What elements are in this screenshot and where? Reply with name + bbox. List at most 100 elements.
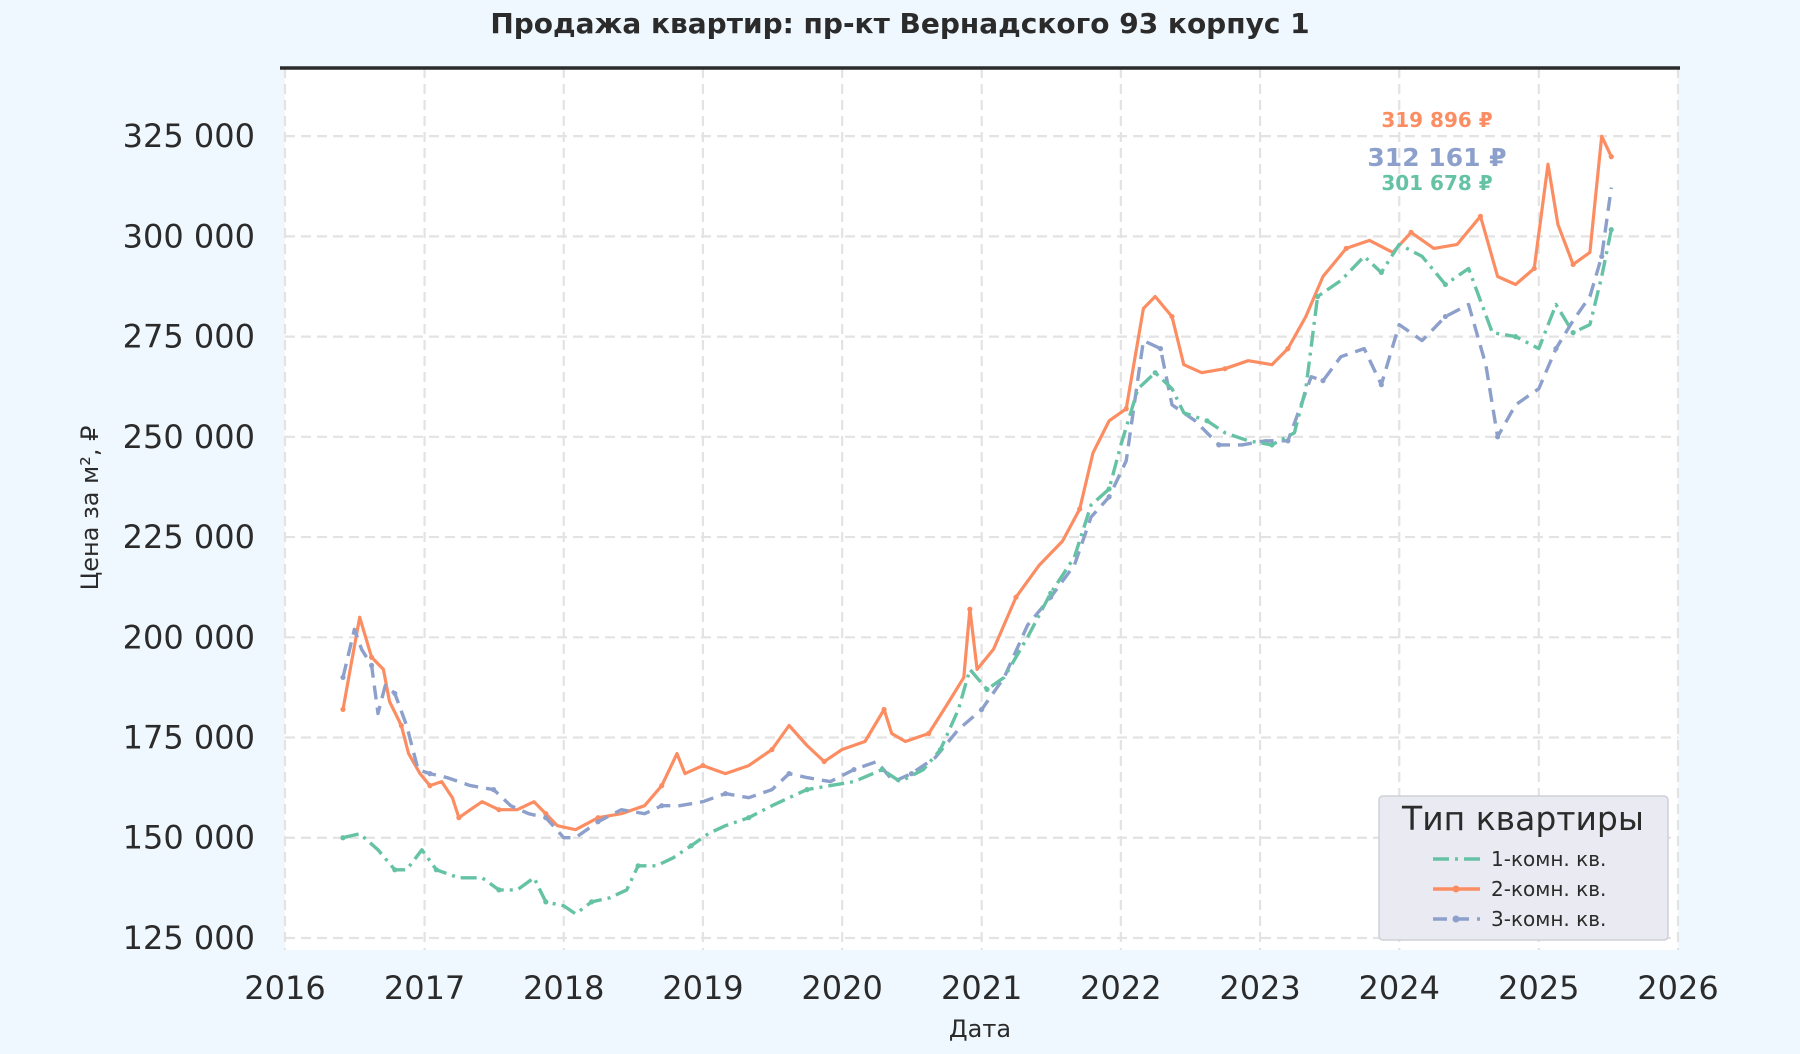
series-point-1-room <box>340 835 346 841</box>
series-point-1-room <box>1608 227 1614 233</box>
series-point-1-room <box>392 867 398 873</box>
x-tick-label: 2026 <box>1637 969 1718 1007</box>
series-point-1-room <box>804 787 810 793</box>
series-point-2-room <box>543 811 549 817</box>
x-tick-label: 2024 <box>1359 969 1440 1007</box>
series-point-3-room <box>427 771 433 777</box>
legend-entries: 1-комн. кв. 2-комн. кв. 3-комн. кв. <box>1433 847 1606 931</box>
series-point-1-room <box>635 863 641 869</box>
series-point-2-room <box>368 654 375 660</box>
series-point-3-room <box>851 766 857 773</box>
series-point-2-room <box>427 783 433 789</box>
series-point-1-room <box>1570 330 1576 336</box>
series-point-1-room <box>984 686 990 693</box>
legend-title: Тип квартиры <box>1401 799 1644 838</box>
series-point-2-room <box>1169 313 1175 320</box>
x-tick-label: 2019 <box>662 969 743 1007</box>
series-point-3-room <box>1599 253 1605 260</box>
series-point-2-room <box>881 706 887 713</box>
x-tick-label: 2018 <box>523 969 604 1007</box>
legend: Тип квартиры 1-комн. кв. 2-комн. кв. 3-ком… <box>1378 795 1669 941</box>
series-point-3-room <box>1442 313 1448 320</box>
x-tick-labels: 2016 2017 2018 2019 2020 2021 2022 2023 2024 2025… <box>244 969 1718 1007</box>
series-point-1-room <box>1442 281 1448 288</box>
series-point-1-room <box>433 867 439 873</box>
grid <box>283 68 1680 950</box>
series-point-3-room <box>1285 438 1291 444</box>
series-point-3-room <box>340 674 346 680</box>
y-tick-label: 225 000 <box>123 518 255 556</box>
series-point-3-room <box>392 690 398 697</box>
series-point-1-room <box>1152 370 1158 376</box>
series-point-3-room <box>1320 378 1326 384</box>
series-point-3-room <box>786 771 792 777</box>
series-point-3-room <box>595 819 601 825</box>
series-point-1-room <box>1512 334 1519 340</box>
series-point-2-room <box>595 815 601 821</box>
series-point-2-room <box>967 606 973 612</box>
legend-label: 1-комн. кв. <box>1491 847 1606 871</box>
series-point-3-room <box>908 771 915 777</box>
series-end-label: 319 896 ₽ <box>1381 108 1492 132</box>
series-point-2-room <box>1608 154 1614 160</box>
x-tick-label: 2023 <box>1219 969 1300 1007</box>
series-point-2-room <box>1408 229 1414 235</box>
series-point-1-room <box>1204 418 1210 424</box>
series-point-2-room <box>1531 265 1537 272</box>
series-point-2-room <box>1077 506 1083 512</box>
legend-box <box>1378 795 1669 941</box>
x-tick-label: 2016 <box>244 969 325 1007</box>
series-point-2-room <box>398 722 404 729</box>
y-tick-label: 325 000 <box>123 117 255 155</box>
y-axis-label: Цена за м², ₽ <box>76 426 104 591</box>
y-tick-label: 125 000 <box>123 919 255 957</box>
series-point-2-room <box>496 807 502 813</box>
y-tick-label: 300 000 <box>123 217 255 255</box>
series-point-2-room <box>769 746 775 753</box>
series-point-3-room <box>1106 494 1112 500</box>
series-point-1-room <box>1048 590 1054 596</box>
series-point-2-room <box>821 758 827 765</box>
series-point-1-room <box>1378 269 1384 276</box>
series-point-3-room <box>1378 382 1384 388</box>
series-point-1-room <box>746 815 752 821</box>
series-point-2-room <box>1477 213 1484 219</box>
chart-title: Продажа квартир: пр-кт Вернадского 93 ко… <box>490 7 1309 40</box>
series-point-3-room <box>490 787 497 793</box>
x-axis-label: Дата <box>949 1015 1011 1043</box>
y-tick-label: 275 000 <box>123 318 255 356</box>
end-labels: 301 678 ₽ 319 896 ₽ 312 161 ₽ <box>1367 108 1506 195</box>
y-tick-label: 250 000 <box>123 418 255 456</box>
series-point-3-room <box>368 662 375 668</box>
series-point-3-room <box>659 803 665 809</box>
series-point-1-room <box>1269 442 1275 448</box>
series-point-1-room <box>1106 486 1112 492</box>
x-tick-label: 2021 <box>941 969 1022 1007</box>
legend-label: 3-комн. кв. <box>1491 907 1606 931</box>
series-point-2-room <box>1013 594 1019 600</box>
series-point-3-room <box>1157 346 1164 352</box>
x-tick-label: 2022 <box>1080 969 1161 1007</box>
series-point-2-room <box>926 730 932 737</box>
y-tick-label: 175 000 <box>123 719 255 757</box>
series-line-1-room <box>342 229 1613 916</box>
series-point-3-room <box>1216 442 1222 448</box>
series-point-2-room <box>1222 366 1228 372</box>
legend-label: 2-комн. кв. <box>1491 877 1606 901</box>
legend-marker <box>1452 915 1460 923</box>
series-end-label: 301 678 ₽ <box>1381 171 1492 195</box>
x-tick-label: 2020 <box>801 969 882 1007</box>
y-tick-labels: 125 000 150 000 175 000 200 000 225 000 250 0… <box>123 117 255 957</box>
series-point-1-room <box>588 899 595 905</box>
series-point-3-room <box>543 815 549 821</box>
series-lines <box>340 134 1614 916</box>
series-point-3-room <box>722 791 729 797</box>
series-point-2-room <box>700 762 706 769</box>
series-line-3-room <box>341 187 1613 840</box>
series-point-1-room <box>543 899 549 905</box>
x-tick-label: 2017 <box>384 969 465 1007</box>
series-point-1-room <box>879 766 885 773</box>
y-tick-label: 150 000 <box>123 819 255 857</box>
